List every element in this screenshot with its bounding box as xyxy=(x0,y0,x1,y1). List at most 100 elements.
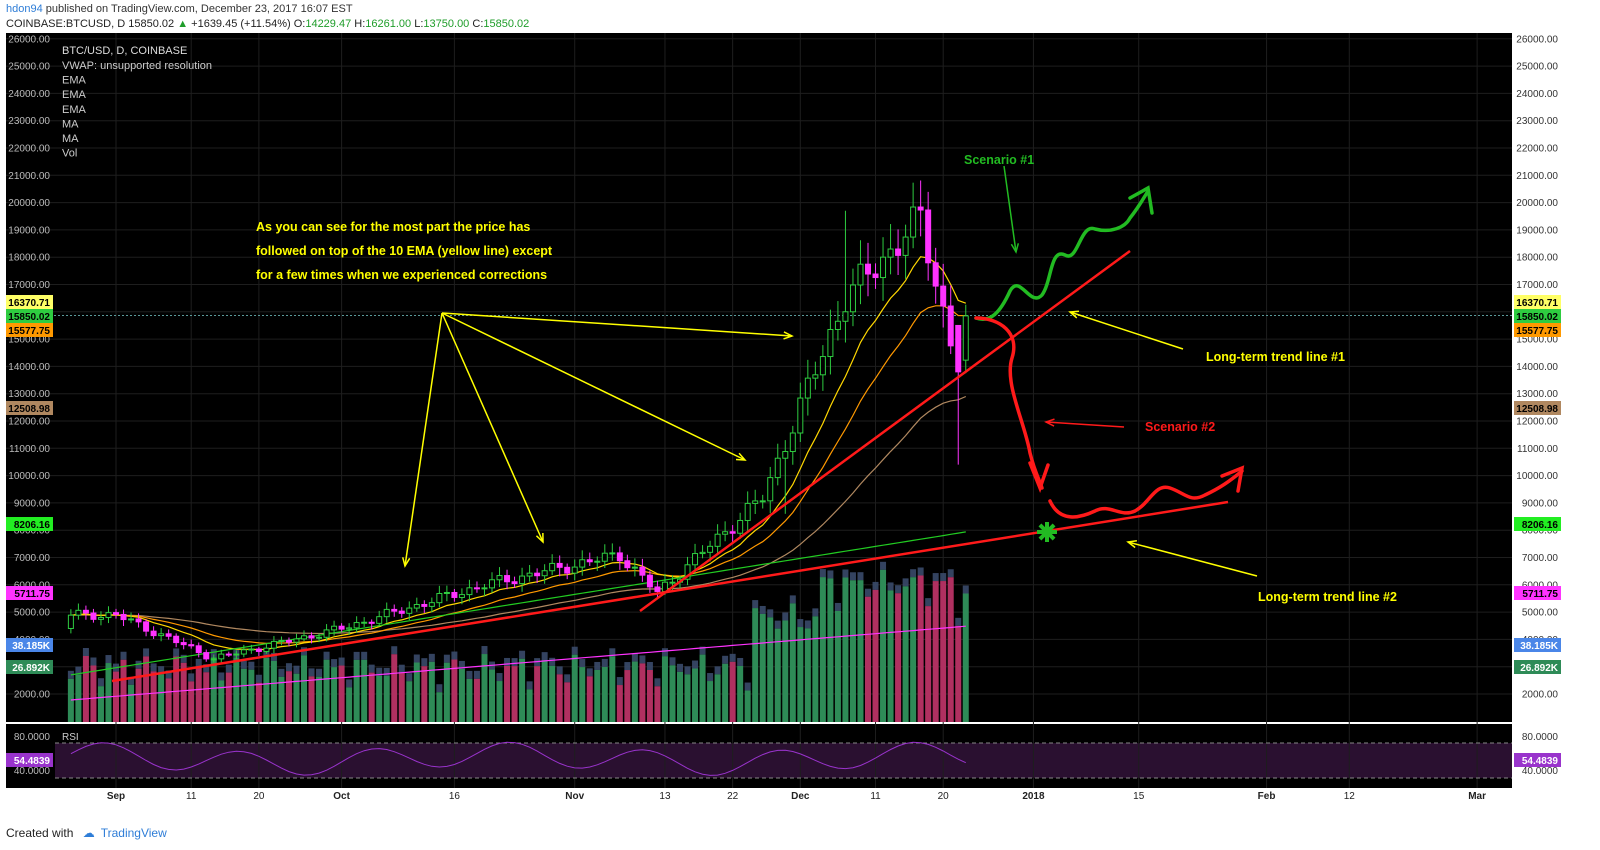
candle xyxy=(932,262,939,287)
volume-shadow xyxy=(774,620,781,629)
volume-bar xyxy=(661,656,668,722)
candle xyxy=(639,566,646,576)
price-tick-right: 2000.00 xyxy=(1522,690,1559,701)
volume-bar xyxy=(526,689,533,722)
volume-bar xyxy=(489,669,495,722)
candle xyxy=(150,630,157,637)
candle xyxy=(353,622,360,629)
price-tick-left: 13000.00 xyxy=(8,389,50,400)
rsi-label: RSI xyxy=(62,732,79,743)
badge-left-value: 15577.75 xyxy=(8,326,50,337)
scenario1-path-head xyxy=(1128,185,1154,215)
candle xyxy=(75,609,82,616)
volume-bar xyxy=(902,586,909,722)
legend-line: MA xyxy=(62,133,79,145)
volume-bar xyxy=(601,666,608,722)
volume-bar xyxy=(255,682,262,722)
hub-arrow-4-head xyxy=(783,331,794,340)
author-name[interactable]: hdon94 xyxy=(6,3,43,15)
volume-bar xyxy=(519,658,526,722)
volume-shadow xyxy=(263,649,270,658)
volume-bar xyxy=(376,675,383,722)
candle xyxy=(82,609,89,614)
badge-right-value: 54.4839 xyxy=(1522,756,1559,767)
quote-line: COINBASE:BTCUSD, D 15850.02 ▲ +1639.45 (… xyxy=(6,18,529,30)
candle xyxy=(278,639,285,642)
volume-bar xyxy=(368,672,375,722)
candle xyxy=(458,594,465,598)
volume-shadow xyxy=(752,600,759,609)
volume-bar xyxy=(609,656,616,722)
volume-shadow xyxy=(556,666,563,675)
volume-bar xyxy=(406,681,413,722)
volume-bar xyxy=(759,613,766,722)
volume-shadow xyxy=(180,654,187,663)
candle xyxy=(105,612,112,619)
volume-shadow xyxy=(842,569,849,578)
candle xyxy=(338,625,345,630)
volume-ma-line xyxy=(70,625,966,701)
price-tick-left: 2000.00 xyxy=(14,690,51,701)
candle xyxy=(940,285,947,307)
candle xyxy=(699,551,706,555)
volume-bar xyxy=(97,686,104,722)
price-tick-left: 11000.00 xyxy=(9,444,50,455)
candle xyxy=(316,636,323,639)
volume-shadow xyxy=(308,668,315,677)
price-tick-right: 25000.00 xyxy=(1516,62,1558,73)
volume-shadow xyxy=(120,651,127,660)
price-chart[interactable]: RSI 26000.00 26000.00 25000.00 25000.00 2400… xyxy=(0,33,1600,822)
time-tick: 20 xyxy=(938,791,950,802)
volume-shadow xyxy=(661,648,668,657)
candle xyxy=(789,432,796,453)
candle xyxy=(737,519,744,534)
volume-bar xyxy=(67,678,74,722)
trend2-arrow xyxy=(1127,541,1258,577)
volume-shadow xyxy=(834,602,841,611)
volume-shadow xyxy=(699,646,706,655)
candle xyxy=(692,553,699,566)
price-tick-left: 23000.00 xyxy=(8,116,50,127)
badge-right xyxy=(1514,753,1561,767)
close-value: 15850.02 xyxy=(483,18,530,30)
volume-shadow xyxy=(669,657,676,666)
volume-bar xyxy=(925,606,932,722)
badge-left-value: 26.892K xyxy=(12,663,51,674)
price-tick-left: 19000.00 xyxy=(8,225,50,236)
volume-bar xyxy=(278,676,285,722)
candle xyxy=(285,639,292,643)
price-tick-left: 14000.00 xyxy=(8,362,50,373)
tradingview-brand[interactable]: TradingView xyxy=(100,826,167,840)
candle xyxy=(910,206,917,238)
hub-arrow-2 xyxy=(441,312,544,543)
volume-bar xyxy=(496,681,503,722)
price-tick-left: 26000.00 xyxy=(8,34,50,45)
volume-shadow xyxy=(346,679,353,688)
volume-shadow xyxy=(383,667,390,676)
badge-right xyxy=(1514,638,1561,652)
open-label: O: xyxy=(293,18,306,30)
volume-shadow xyxy=(925,598,932,607)
candle xyxy=(902,236,909,256)
price-tick-left: 6000.00 xyxy=(14,580,51,591)
rsi-tick-left: 80.0000 xyxy=(14,732,51,743)
volume-bar xyxy=(932,581,939,722)
open-value: 14229.47 xyxy=(305,18,352,30)
candle xyxy=(880,256,887,279)
volume-shadow xyxy=(406,673,413,682)
volume-bar xyxy=(594,669,601,722)
candle xyxy=(180,642,187,646)
candle xyxy=(466,587,473,596)
volume-shadow xyxy=(451,651,458,660)
volume-bar xyxy=(150,671,157,722)
price-tick-right: 17000.00 xyxy=(1516,280,1558,291)
scenario1-path xyxy=(974,189,1150,321)
price-tick-left: 22000.00 xyxy=(8,144,50,155)
rsi-line xyxy=(70,741,967,776)
price-tick-right: 6000.00 xyxy=(1522,580,1559,591)
symbol-label: COINBASE:BTCUSD, D xyxy=(6,18,126,30)
volume-shadow xyxy=(677,663,683,672)
time-tick: Nov xyxy=(565,791,584,802)
candle xyxy=(270,640,277,649)
candle xyxy=(90,612,97,620)
